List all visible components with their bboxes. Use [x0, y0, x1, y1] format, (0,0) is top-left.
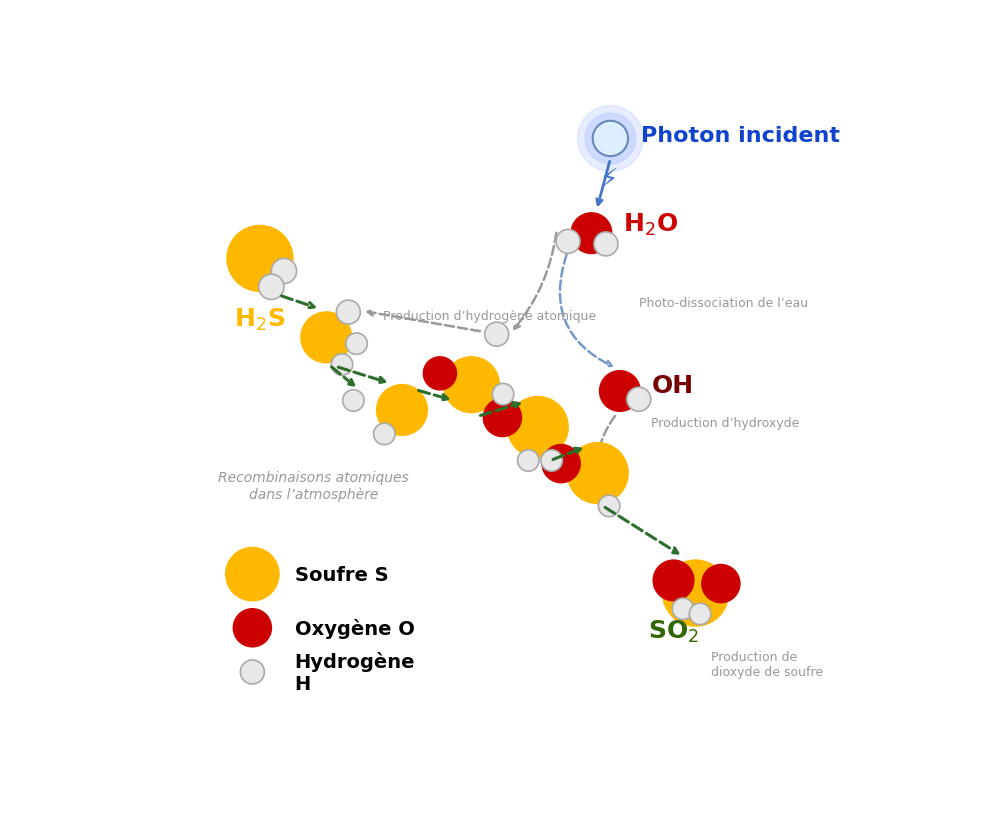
Circle shape — [663, 560, 728, 626]
Circle shape — [240, 660, 264, 684]
Text: Recombinaisons atomiques
dans l’atmosphère: Recombinaisons atomiques dans l’atmosphè… — [218, 471, 409, 501]
Text: Production d’hydrogène atomique: Production d’hydrogène atomique — [383, 309, 596, 322]
Text: Soufre S: Soufre S — [295, 565, 388, 584]
Circle shape — [627, 387, 651, 412]
Circle shape — [483, 399, 521, 437]
Circle shape — [567, 443, 628, 504]
Circle shape — [492, 384, 514, 405]
Text: Production d’hydroxyde: Production d’hydroxyde — [651, 417, 800, 430]
Circle shape — [226, 548, 279, 601]
Circle shape — [556, 230, 580, 254]
Circle shape — [259, 275, 284, 300]
Circle shape — [542, 445, 580, 483]
Text: ⚡: ⚡ — [600, 167, 618, 193]
Text: Photon incident: Photon incident — [641, 126, 840, 146]
Circle shape — [301, 313, 351, 363]
Text: H$_2$O: H$_2$O — [623, 211, 678, 238]
Circle shape — [374, 423, 395, 445]
Circle shape — [518, 450, 539, 472]
Circle shape — [578, 106, 643, 172]
Circle shape — [507, 397, 568, 458]
Circle shape — [227, 226, 293, 292]
Circle shape — [585, 114, 636, 165]
Circle shape — [331, 355, 353, 376]
Text: H$_2$S: H$_2$S — [234, 306, 286, 333]
Text: Hydrogène
H: Hydrogène H — [295, 651, 415, 693]
Circle shape — [571, 214, 612, 254]
Circle shape — [600, 371, 640, 412]
Text: SO$_2$: SO$_2$ — [648, 618, 699, 645]
Circle shape — [444, 357, 499, 413]
Circle shape — [593, 121, 628, 157]
Circle shape — [336, 301, 360, 324]
Circle shape — [271, 259, 297, 284]
Text: Oxygène O: Oxygène O — [295, 618, 415, 638]
Circle shape — [423, 357, 456, 391]
Circle shape — [233, 609, 271, 647]
Text: OH: OH — [651, 373, 694, 397]
Circle shape — [653, 560, 694, 601]
Circle shape — [485, 323, 509, 346]
Circle shape — [594, 233, 618, 256]
Circle shape — [672, 599, 694, 620]
Circle shape — [689, 604, 711, 625]
Circle shape — [541, 450, 562, 472]
Circle shape — [702, 565, 740, 603]
Circle shape — [598, 495, 620, 517]
Circle shape — [346, 333, 367, 355]
Text: Production de
dioxyde de soufre: Production de dioxyde de soufre — [711, 650, 824, 678]
Text: Photo-dissociation de l’eau: Photo-dissociation de l’eau — [639, 296, 808, 310]
Circle shape — [343, 391, 364, 412]
Circle shape — [377, 385, 427, 436]
